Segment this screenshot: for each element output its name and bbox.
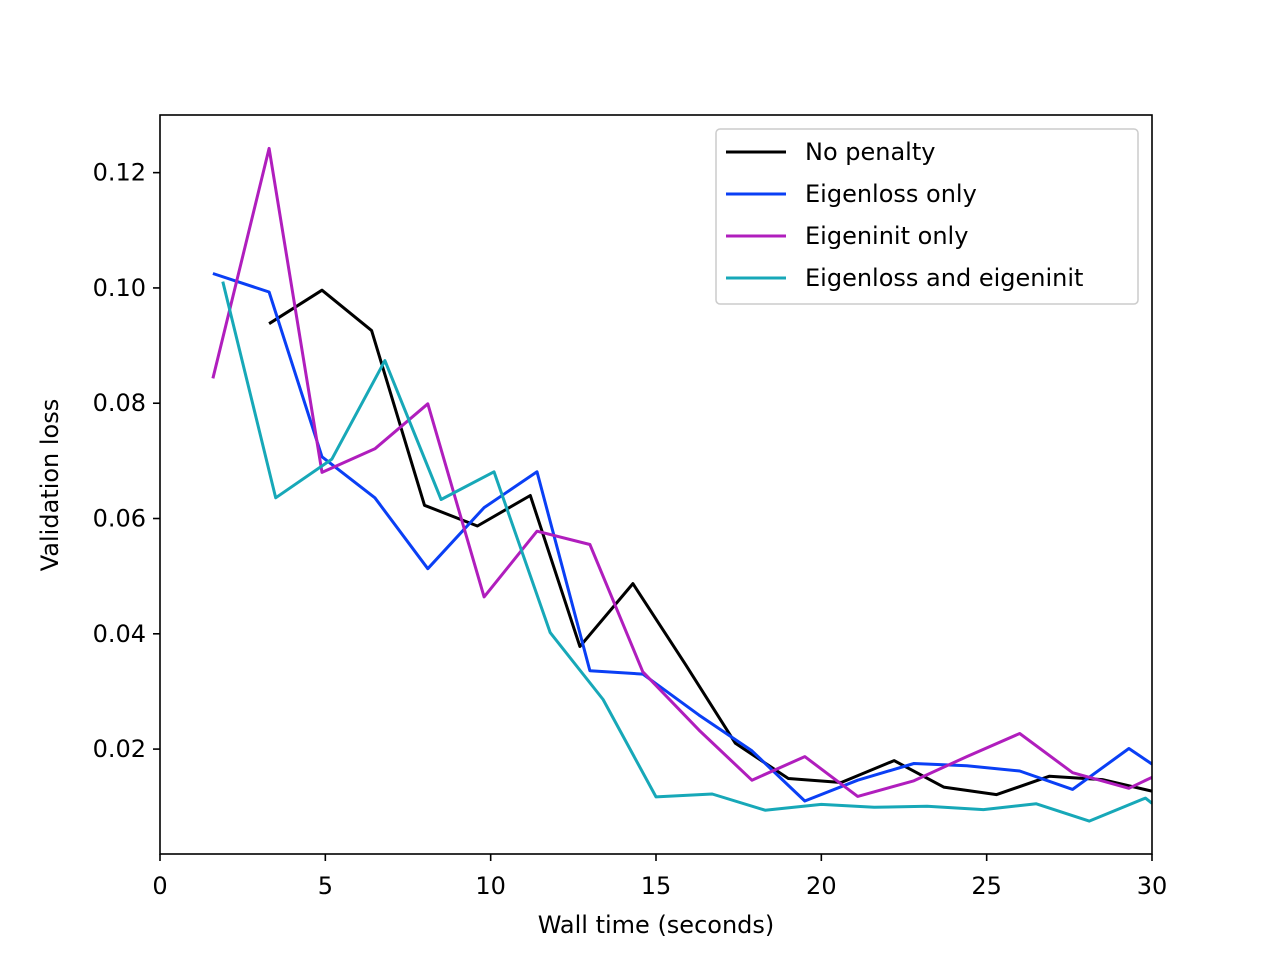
legend-label: Eigenloss and eigeninit — [805, 264, 1083, 292]
legend-label: No penalty — [805, 138, 935, 166]
series-line-2 — [212, 272, 1152, 803]
y-tick-label: 0.12 — [93, 159, 146, 187]
x-axis: 0 5 10 15 20 25 30 — [152, 854, 1167, 900]
y-tick-label: 0.06 — [93, 505, 146, 533]
plot-frame — [159, 114, 1153, 855]
y-axis-label: Validation loss — [36, 399, 64, 572]
legend-label: Eigenloss only — [805, 180, 977, 208]
legend: No penalty Eigenloss only Eigeninit only Ei… — [715, 128, 1139, 305]
y-axis: 0.02 0.04 0.06 0.08 0.10 0.12 — [93, 159, 160, 763]
x-tick-label: 25 — [971, 872, 1002, 900]
x-axis-label: Wall time (seconds) — [538, 911, 775, 939]
x-tick-label: 10 — [475, 872, 506, 900]
x-tick-label: 20 — [806, 872, 837, 900]
x-tick-label: 0 — [152, 872, 167, 900]
y-tick-label: 0.02 — [93, 735, 146, 763]
y-tick-label: 0.04 — [93, 620, 146, 648]
x-tick-label: 30 — [1137, 872, 1168, 900]
x-tick-label: 15 — [641, 872, 672, 900]
series-line-3 — [211, 146, 1152, 798]
series-layer — [211, 146, 1152, 823]
series-line-4 — [221, 281, 1152, 823]
series-line-1 — [268, 288, 1152, 797]
y-tick-label: 0.08 — [93, 389, 146, 417]
y-tick-label: 0.10 — [93, 274, 146, 302]
legend-label: Eigeninit only — [805, 222, 968, 250]
x-tick-label: 5 — [318, 872, 333, 900]
legend-box — [715, 128, 1139, 305]
